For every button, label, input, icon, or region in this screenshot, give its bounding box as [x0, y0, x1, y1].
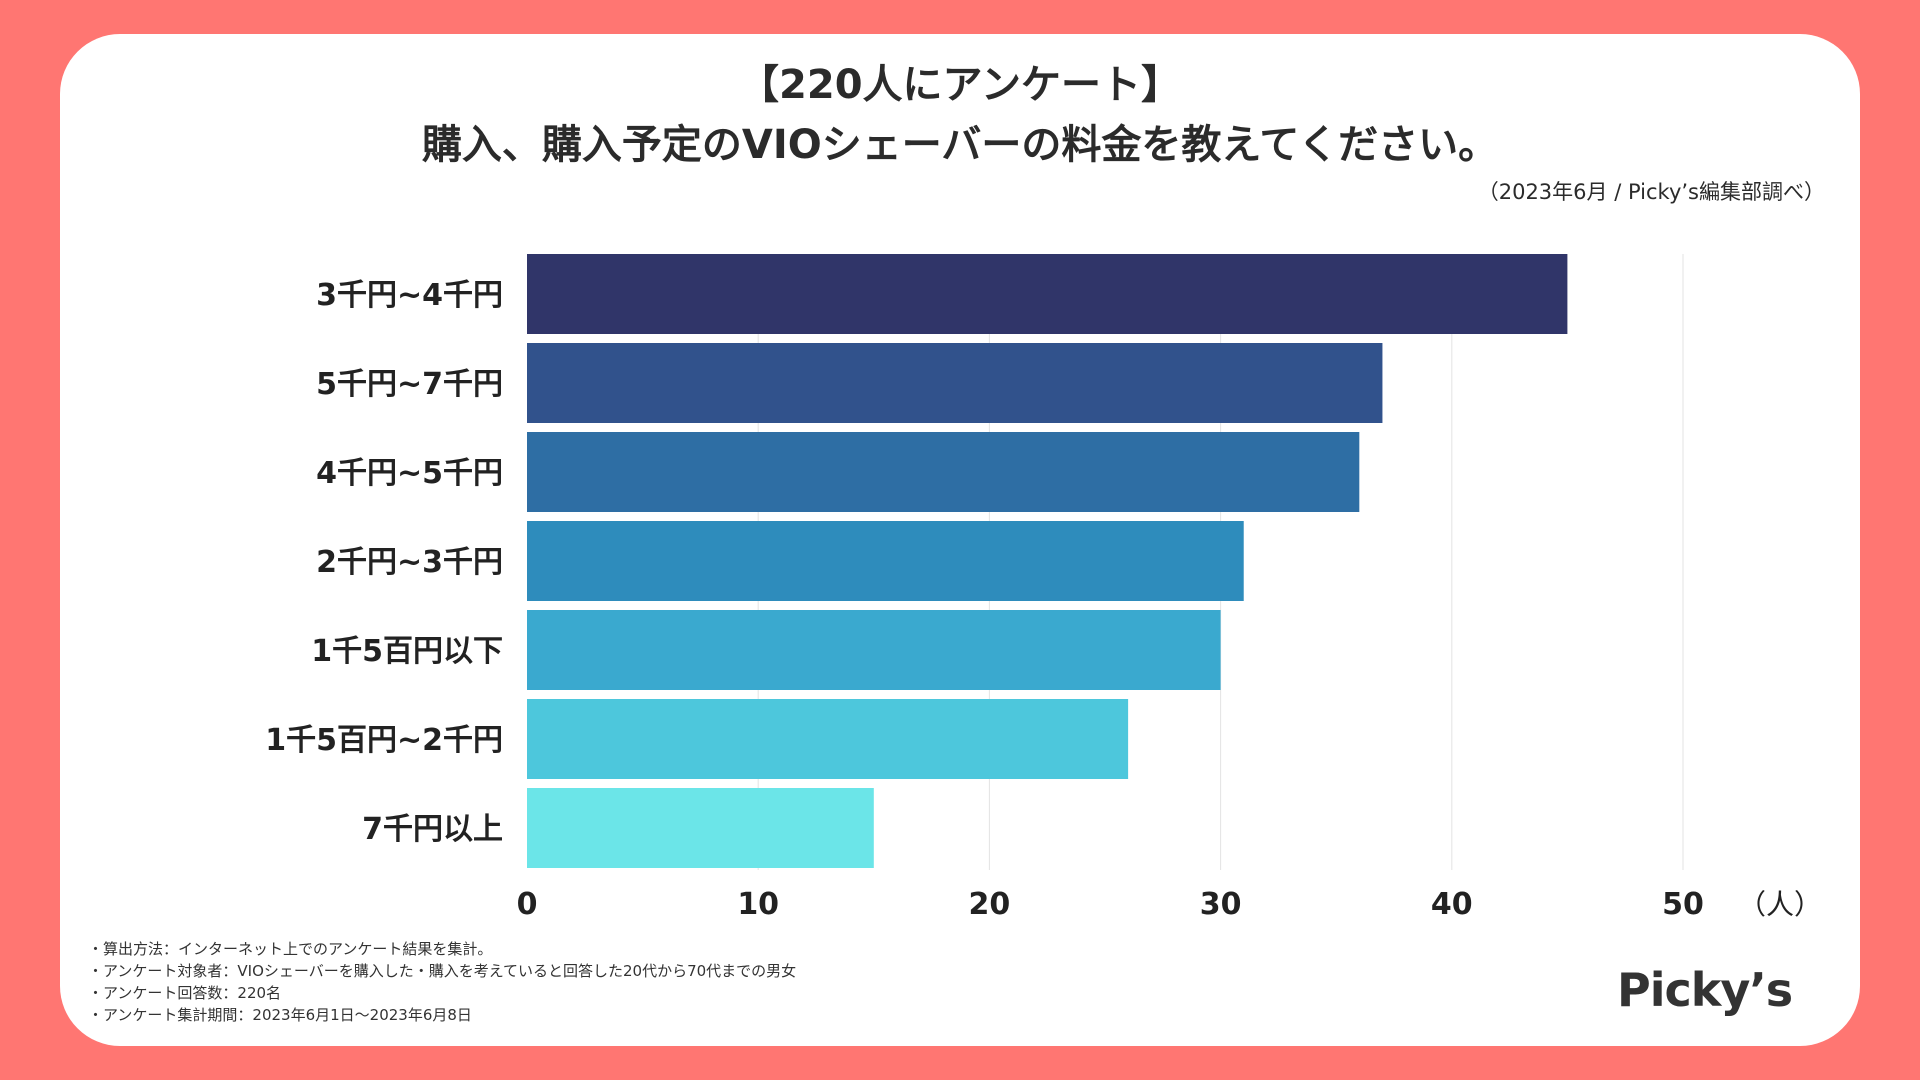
footnote-target: ・アンケート対象者：VIOシェーバーを購入した・購入を考えていると回答した20代… — [88, 962, 797, 980]
bar-5 — [527, 699, 1129, 779]
source-note: （2023年6月 / Picky’s編集部調べ） — [1477, 180, 1825, 204]
category-label-4: 1千5百円以下 — [311, 634, 503, 669]
bar-0 — [527, 254, 1568, 334]
x-unit-label: （人） — [1738, 888, 1822, 921]
footnote-count: ・アンケート回答数：220名 — [88, 984, 282, 1002]
category-label-0: 3千円~4千円 — [316, 278, 503, 313]
x-tick-label-50: 50 — [1662, 887, 1704, 922]
footnotes: ・算出方法：インターネット上でのアンケート結果を集計。 ・アンケート対象者：VI… — [88, 938, 796, 1026]
footnote-method: ・算出方法：インターネット上でのアンケート結果を集計。 — [88, 940, 493, 958]
category-label-3: 2千円~3千円 — [316, 545, 503, 580]
category-label-2: 4千円~5千円 — [316, 456, 503, 491]
chart-title-line1: 【220人にアンケート】 — [739, 62, 1181, 108]
x-tick-label-40: 40 — [1431, 887, 1473, 922]
bar-6 — [527, 788, 874, 868]
category-label-6: 7千円以上 — [362, 812, 503, 847]
x-tick-label-10: 10 — [737, 887, 779, 922]
bar-2 — [527, 432, 1360, 512]
x-tick-label-0: 0 — [517, 887, 538, 922]
bar-4 — [527, 610, 1221, 690]
x-tick-label-20: 20 — [969, 887, 1011, 922]
bar-3 — [527, 521, 1244, 601]
bar-1 — [527, 343, 1383, 423]
category-label-5: 1千5百円~2千円 — [265, 723, 503, 758]
footnote-period: ・アンケート集計期間：2023年6月1日〜2023年6月8日 — [88, 1006, 472, 1024]
category-label-1: 5千円~7千円 — [316, 367, 503, 402]
chart-title-line2: 購入、購入予定のVIOシェーバーの料金を教えてください。 — [421, 122, 1499, 168]
picky-logo: Picky’s — [1617, 963, 1793, 1017]
x-tick-label-30: 30 — [1200, 887, 1242, 922]
